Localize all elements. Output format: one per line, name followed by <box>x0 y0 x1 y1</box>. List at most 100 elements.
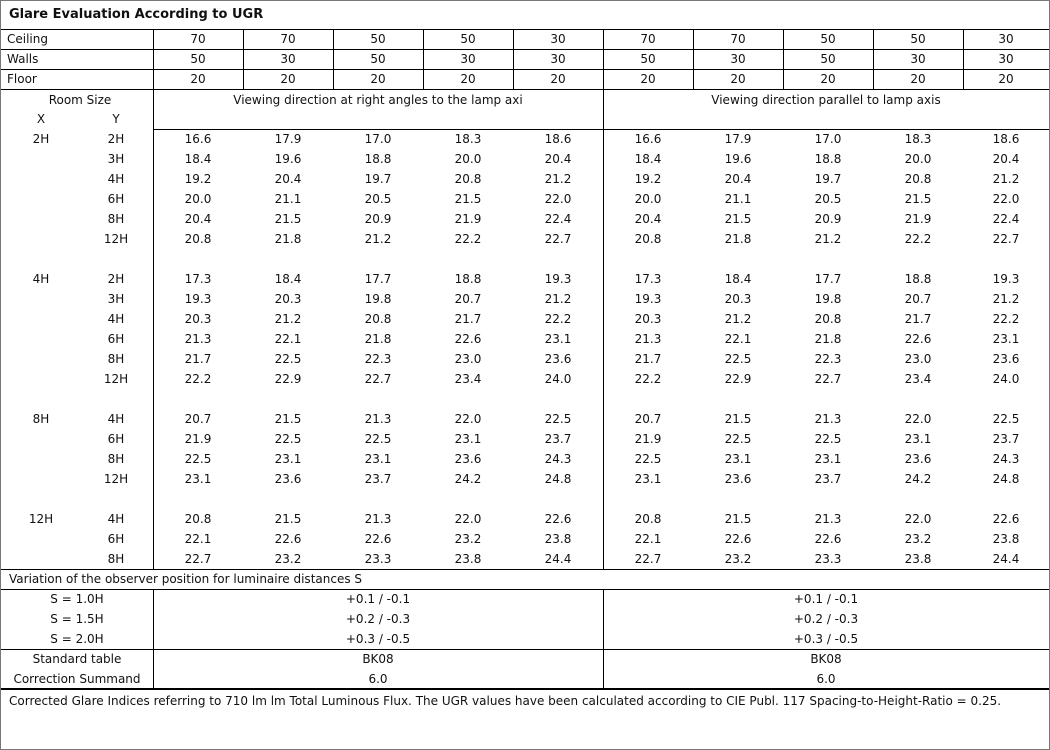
ugr-value: 22.5 <box>544 412 572 426</box>
divider <box>1 69 1049 70</box>
divider <box>243 29 244 49</box>
ugr-value: 17.0 <box>814 132 842 146</box>
reflectance-value: 20 <box>280 72 296 86</box>
ugr-value: 20.3 <box>634 312 662 326</box>
ugr-value: 20.8 <box>814 312 842 326</box>
ugr-value: 21.2 <box>814 232 842 246</box>
variation-left: +0.3 / -0.5 <box>345 632 411 646</box>
ugr-value: 22.1 <box>184 532 212 546</box>
divider <box>153 589 154 689</box>
ugr-value: 21.5 <box>724 212 752 226</box>
reflectance-value: 20 <box>370 72 386 86</box>
direction-right-header: Viewing direction parallel to lamp axis <box>711 93 941 107</box>
ugr-value: 18.6 <box>544 132 572 146</box>
reflectance-value: 30 <box>998 52 1014 66</box>
ugr-value: 23.8 <box>992 532 1020 546</box>
divider <box>1 49 1049 50</box>
ugr-value: 22.2 <box>184 372 212 386</box>
ugr-value: 23.1 <box>904 432 932 446</box>
ugr-value: 23.1 <box>724 452 752 466</box>
room-x-value: 4H <box>32 272 50 286</box>
ugr-value: 21.2 <box>274 312 302 326</box>
ugr-value: 23.3 <box>364 552 392 566</box>
ugr-value: 20.5 <box>814 192 842 206</box>
room-y-value: 6H <box>107 532 125 546</box>
divider <box>963 49 964 69</box>
ugr-value: 18.3 <box>454 132 482 146</box>
ugr-value: 22.3 <box>364 352 392 366</box>
ugr-value: 21.5 <box>274 412 302 426</box>
reflectance-value: 30 <box>460 52 476 66</box>
room-y-value: 4H <box>107 312 125 326</box>
ugr-value: 23.3 <box>814 552 842 566</box>
reflectance-value: 30 <box>280 52 296 66</box>
ugr-value: 18.4 <box>634 152 662 166</box>
variation-left: +0.2 / -0.3 <box>345 612 411 626</box>
ugr-value: 24.2 <box>904 472 932 486</box>
ugr-value: 21.8 <box>814 332 842 346</box>
divider <box>1 569 1049 570</box>
ugr-value: 18.4 <box>274 272 302 286</box>
ugr-value: 19.3 <box>184 292 212 306</box>
ugr-value: 24.3 <box>544 452 572 466</box>
reflectance-label-floor: Floor <box>7 72 37 86</box>
divider <box>333 49 334 69</box>
ugr-value: 21.7 <box>634 352 662 366</box>
ugr-value: 23.1 <box>634 472 662 486</box>
variation-right: +0.2 / -0.3 <box>793 612 859 626</box>
ugr-value: 20.8 <box>184 512 212 526</box>
divider <box>693 29 694 49</box>
ugr-value: 20.4 <box>724 172 752 186</box>
divider <box>783 69 784 89</box>
ugr-value: 21.9 <box>634 432 662 446</box>
divider <box>243 69 244 89</box>
ugr-value: 20.4 <box>992 152 1020 166</box>
reflectance-value: 30 <box>910 52 926 66</box>
room-x-value: 8H <box>32 412 50 426</box>
ugr-value: 21.9 <box>454 212 482 226</box>
ugr-value: 21.7 <box>184 352 212 366</box>
reflectance-value: 50 <box>370 52 386 66</box>
ugr-value: 23.6 <box>274 472 302 486</box>
ugr-value: 22.4 <box>544 212 572 226</box>
reflectance-value: 50 <box>820 52 836 66</box>
reflectance-value: 30 <box>730 52 746 66</box>
ugr-value: 22.1 <box>274 332 302 346</box>
divider <box>873 49 874 69</box>
ugr-value: 23.6 <box>992 352 1020 366</box>
ugr-value: 23.1 <box>184 472 212 486</box>
ugr-value: 22.2 <box>904 232 932 246</box>
ugr-value: 22.7 <box>992 232 1020 246</box>
ugr-value: 22.7 <box>364 372 392 386</box>
ugr-value: 21.7 <box>904 312 932 326</box>
ugr-value: 21.5 <box>904 192 932 206</box>
ugr-value: 22.5 <box>992 412 1020 426</box>
table-title: Glare Evaluation According to UGR <box>9 7 264 22</box>
ugr-value: 24.2 <box>454 472 482 486</box>
divider <box>1 688 1049 690</box>
ugr-value: 19.8 <box>814 292 842 306</box>
reflectance-value: 50 <box>640 52 656 66</box>
ugr-value: 18.4 <box>724 272 752 286</box>
ugr-value: 21.2 <box>544 172 572 186</box>
ugr-value: 18.8 <box>364 152 392 166</box>
ugr-value: 21.5 <box>274 212 302 226</box>
ugr-value: 21.3 <box>814 412 842 426</box>
divider <box>783 49 784 69</box>
ugr-value: 22.2 <box>992 312 1020 326</box>
ugr-value: 17.0 <box>364 132 392 146</box>
ugr-value: 23.8 <box>544 532 572 546</box>
divider <box>873 29 874 49</box>
ugr-value: 21.2 <box>992 172 1020 186</box>
ugr-value: 20.7 <box>184 412 212 426</box>
ugr-value: 22.5 <box>814 432 842 446</box>
ugr-value: 23.4 <box>904 372 932 386</box>
ugr-value: 17.3 <box>184 272 212 286</box>
ugr-value: 22.9 <box>724 372 752 386</box>
ugr-value: 23.0 <box>454 352 482 366</box>
reflectance-value: 50 <box>370 32 386 46</box>
reflectance-value: 20 <box>998 72 1014 86</box>
variation-label: S = 2.0H <box>50 632 104 646</box>
ugr-value: 20.4 <box>634 212 662 226</box>
room-y-value: 12H <box>103 232 129 246</box>
